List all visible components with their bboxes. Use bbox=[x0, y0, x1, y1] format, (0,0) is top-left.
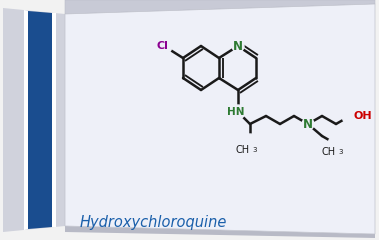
Circle shape bbox=[156, 38, 172, 54]
Polygon shape bbox=[24, 10, 28, 230]
Circle shape bbox=[242, 134, 258, 150]
Text: Cl: Cl bbox=[156, 41, 168, 51]
Polygon shape bbox=[28, 11, 52, 229]
Circle shape bbox=[342, 108, 358, 124]
Text: Hydroxychloroquine: Hydroxychloroquine bbox=[80, 216, 227, 230]
Text: 3: 3 bbox=[338, 149, 343, 155]
Text: CH: CH bbox=[236, 145, 250, 155]
Polygon shape bbox=[52, 13, 56, 227]
Circle shape bbox=[302, 118, 314, 130]
Circle shape bbox=[232, 40, 244, 52]
Circle shape bbox=[328, 136, 344, 152]
Text: N: N bbox=[233, 40, 243, 53]
Text: 3: 3 bbox=[252, 146, 257, 152]
Text: HN: HN bbox=[227, 107, 245, 117]
Polygon shape bbox=[3, 8, 65, 232]
Text: OH: OH bbox=[353, 111, 372, 121]
Polygon shape bbox=[65, 226, 375, 238]
Circle shape bbox=[231, 105, 245, 119]
Text: N: N bbox=[303, 118, 313, 131]
Text: CH: CH bbox=[322, 147, 336, 157]
Polygon shape bbox=[65, 4, 375, 234]
Polygon shape bbox=[65, 0, 375, 14]
